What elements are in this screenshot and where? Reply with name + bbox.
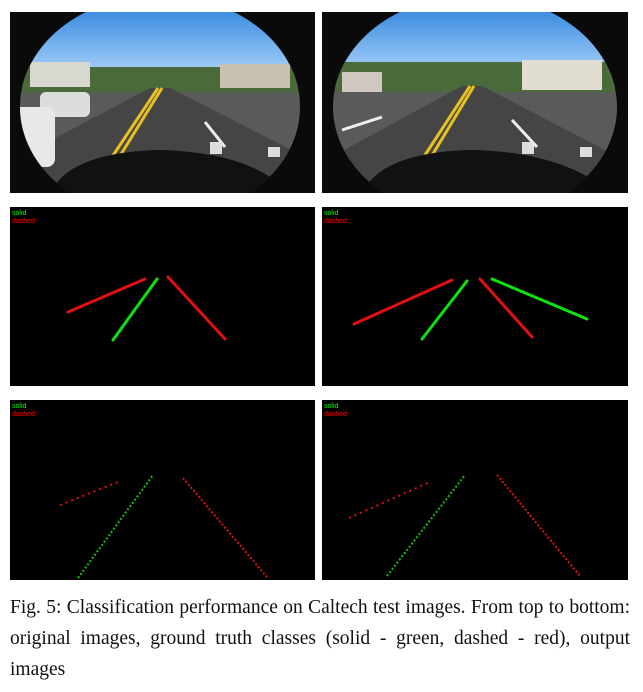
original-image-right — [322, 12, 628, 193]
original-image-left — [10, 12, 315, 193]
output-right: solid dashed — [322, 400, 628, 580]
legend-dashed: dashed — [324, 411, 347, 418]
ground-truth-left: solid dashed — [10, 207, 315, 386]
output-left: solid dashed — [10, 400, 315, 580]
ground-truth-right: solid dashed — [322, 207, 628, 386]
legend-dashed: dashed — [12, 218, 35, 225]
caption: Fig. 5: Classification performance on Ca… — [10, 597, 630, 680]
legend-solid: solid — [324, 210, 339, 217]
legend-solid: solid — [12, 210, 27, 217]
legend-dashed: dashed — [12, 411, 35, 418]
legend-solid: solid — [324, 403, 339, 410]
legend-solid: solid — [12, 403, 27, 410]
figure: solid dashed solid dashed solid dashed — [10, 12, 628, 580]
legend-dashed: dashed — [324, 218, 347, 225]
